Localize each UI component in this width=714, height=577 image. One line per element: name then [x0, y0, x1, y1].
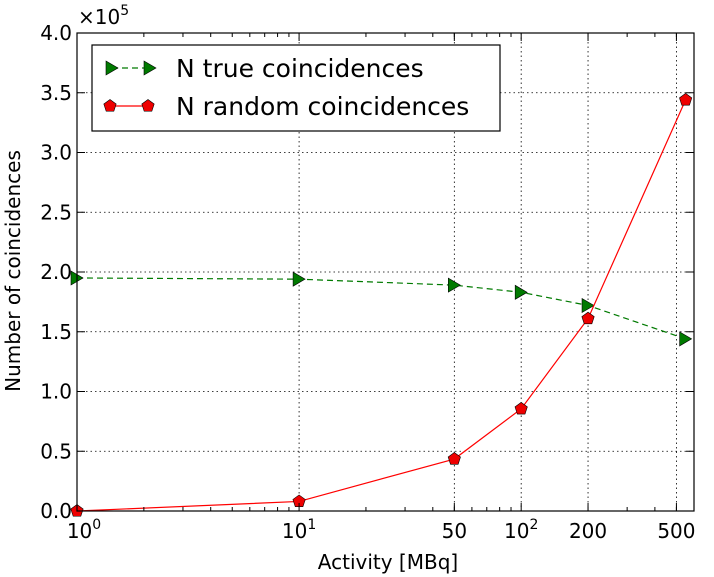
data-point-true: [448, 277, 461, 293]
y-tick-label: 0.5: [40, 439, 72, 463]
tick-labels: 0.0 0.5 1.0 1.5 2.0 2.5 3.0 3.5 4.0 100 101 50 102 20…: [40, 21, 695, 543]
legend: N true coincidences N random coincidence…: [91, 44, 501, 132]
x-axis-label: Activity [MBq]: [318, 550, 458, 574]
y-tick-label: 1.0: [40, 380, 72, 404]
legend-swatch-random-marker-right: [141, 99, 155, 112]
y-axis-multiplier: ×105: [78, 3, 129, 29]
y-tick-label: 0.0: [40, 499, 72, 523]
ticks: [76, 32, 694, 512]
x-tick-label: 102: [504, 517, 538, 543]
x-tick-label: 50: [442, 519, 467, 543]
series-line-random: [76, 99, 687, 512]
y-tick-label: 2.5: [40, 200, 72, 224]
legend-box: [91, 44, 501, 132]
x-tick-label: 101: [282, 517, 316, 543]
data-point-true: [514, 284, 528, 300]
legend-entry-true: N true coincidences: [105, 54, 424, 83]
series-line-true: [76, 277, 686, 340]
legend-swatch-true-marker-right: [143, 60, 157, 76]
y-tick-label: 2.0: [40, 260, 72, 284]
y-tick-label: 4.0: [40, 21, 72, 45]
y-axis-label: Number of coincidences: [1, 150, 25, 392]
data-point-true: [581, 297, 595, 313]
data-point-true: [679, 331, 693, 347]
y-tick-label: 1.5: [40, 320, 72, 344]
series-layer: [70, 93, 693, 517]
grid: [77, 33, 694, 511]
y-tick-label: 3.5: [40, 81, 72, 105]
legend-entry-random: N random coincidences: [103, 92, 469, 121]
x-tick-label: 200: [569, 519, 607, 543]
data-point-random: [514, 401, 528, 415]
data-point-random: [581, 311, 595, 325]
data-point-random: [447, 452, 461, 465]
data-point-true: [292, 271, 306, 287]
legend-swatch-random-marker-left: [103, 99, 117, 112]
legend-label-random: N random coincidences: [176, 92, 469, 121]
x-tick-label: 500: [657, 519, 695, 543]
x-tick-label: 100: [67, 517, 101, 543]
data-point-random: [679, 93, 693, 106]
legend-swatch-true-marker-left: [105, 60, 119, 76]
y-tick-label: 3.0: [40, 141, 72, 165]
legend-label-true: N true coincidences: [176, 54, 424, 83]
